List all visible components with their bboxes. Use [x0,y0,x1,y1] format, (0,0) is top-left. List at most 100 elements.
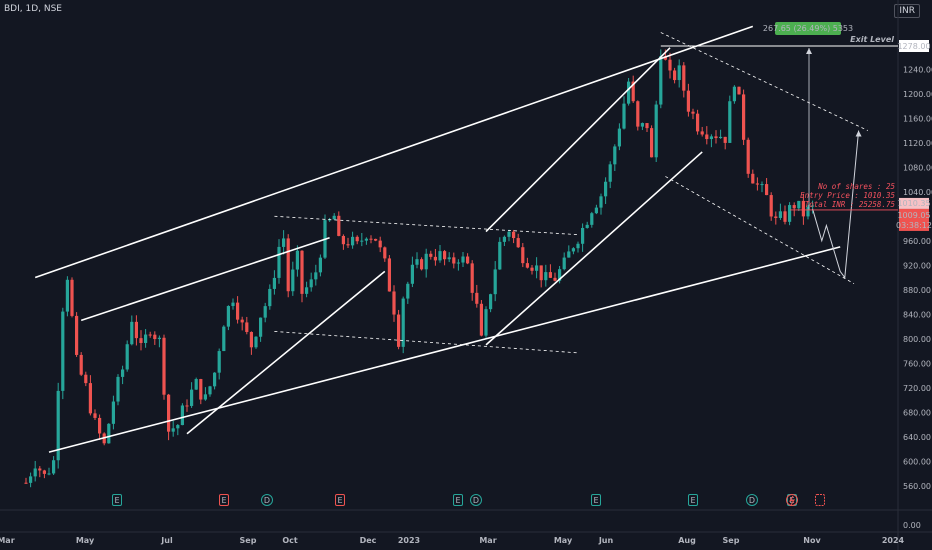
candle-body [760,184,764,186]
candle-body [553,277,557,281]
candle-body [535,265,539,271]
gain-box-bg [775,22,841,35]
candle-body [332,215,336,220]
candle-body [337,215,341,236]
candle-body [714,136,718,139]
candle-body [778,211,782,218]
candle-body [387,258,391,292]
candle-body [157,337,161,340]
x-tick-label: 2023 [398,536,420,545]
x-tick-label: Jun [598,536,614,545]
y-tick-label: 640.00 [903,433,931,442]
upcoming-earnings-marker [815,494,825,506]
candle-body [88,383,92,414]
candle-body [240,319,244,323]
candle-body [475,292,479,304]
bar-countdown: 03:38:12 [896,221,932,230]
candle-body [470,263,474,293]
candle-body [130,321,134,345]
candle-body [415,259,419,265]
candle-body [755,183,759,185]
event-marker-label: E [221,496,226,505]
candle-body [746,139,750,174]
candle-body [498,241,502,270]
y-tick-label: 1080.00 [903,163,932,172]
candle-body [659,56,663,105]
candle-body [682,65,686,91]
candle-body [673,70,677,81]
y-tick-label: 680.00 [903,408,931,417]
candle-body [125,344,129,370]
candle-body [484,309,488,336]
candle-body [571,248,575,252]
projection-path [812,130,860,279]
y-tick-label: 1040.00 [903,188,932,197]
candle-body [539,265,543,281]
candle-body [663,56,667,60]
candle-body [452,257,456,264]
candle-body [521,247,525,264]
candle-body [668,59,672,71]
x-tick-label: 2024 [882,536,905,545]
candle-body [558,269,562,281]
earnings-marker [591,494,601,506]
position-note: No of shares : 25 [817,182,895,191]
projection-arrow-head [855,130,862,137]
candle-body [617,128,621,147]
trend-line-falling-channel-top [660,32,868,131]
candle-body [576,243,580,249]
candle-body [121,369,125,377]
candle-body [70,279,74,316]
candle-body [374,238,378,241]
event-marker-label: E [455,496,460,505]
candle-body [516,238,520,248]
candle-body [507,231,511,237]
candle-body [811,205,815,207]
candle-body [622,103,626,129]
candle-body [631,81,635,102]
candle-body [443,251,447,260]
candle-body [291,269,295,292]
candle-body [599,196,603,208]
exit-level-tag: 1278.00 [897,42,930,51]
candle-body [705,134,709,140]
candle-body [236,302,240,320]
candle-body [525,263,529,268]
event-marker-label: E [593,496,598,505]
candle-body [765,184,769,196]
candle-body [249,331,253,348]
candle-body [107,423,111,444]
x-tick-label: Aug [678,536,696,545]
candle-body [42,470,46,474]
last-price-tag: 1009.05 [897,211,930,220]
exit-level-tag-bg [899,40,929,52]
candle-body [222,326,226,352]
candle-body [309,279,313,288]
candle-body [797,200,801,209]
candle-body [226,306,230,327]
y-tick-label: 560.00 [903,482,931,491]
chart-symbol-title: BDI, 1D, NSE [4,4,62,14]
candle-body [286,238,290,292]
candle-body [29,476,33,483]
x-tick-label: Mar [0,536,15,545]
candle-body [654,104,658,158]
x-tick-label: May [554,536,573,545]
gain-measure-arrow [806,48,812,54]
candle-body [111,401,115,424]
entry-price-tag-bg [899,197,929,209]
candle-body [608,164,612,182]
x-tick-label: Mar [479,536,496,545]
candle-body [613,146,617,165]
y-tick-label: 880.00 [903,286,931,295]
currency-selector[interactable]: INR [894,4,920,18]
candle-body [33,468,37,477]
y-tick-label: 1120.00 [903,139,932,148]
candle-body [24,482,28,484]
last-price-tag-bg [899,208,929,231]
candle-body [341,235,345,245]
candle-body [410,264,414,284]
entry-price-tag: 1010.35 [897,199,930,208]
candle-body [213,372,217,387]
